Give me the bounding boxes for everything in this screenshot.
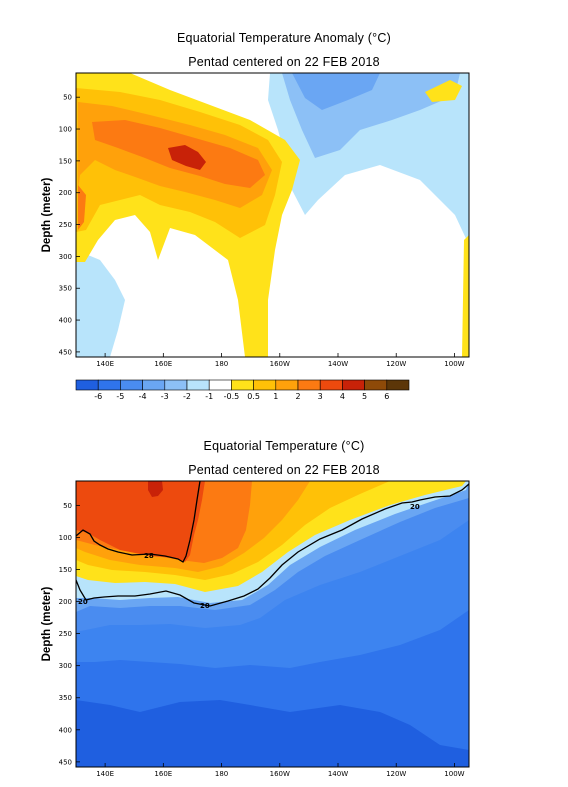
colorbar-label: 5: [362, 392, 367, 401]
anomaly-warm-05-east-2: [425, 80, 462, 102]
temperature-y-tick-label: 50: [63, 502, 72, 510]
anomaly-y-tick-label: 200: [59, 189, 72, 197]
colorbar-label: 1: [273, 392, 278, 401]
anomaly-warm-4: [168, 145, 206, 170]
anomaly-warm-05-east: [462, 235, 469, 357]
colorbar-swatch: [297, 379, 321, 391]
colorbar-label: 6: [384, 392, 389, 401]
temperature-y-tick-label: 400: [59, 726, 72, 734]
colorbar-label: -2: [183, 392, 191, 401]
temperature-x-tick-label: 160W: [270, 770, 290, 778]
contour-label-28: 28: [144, 552, 154, 560]
colorbar-swatch: [386, 379, 410, 391]
chart1-subtitle: Pentad centered on 22 FEB 2018: [188, 55, 380, 69]
anomaly-y-tick-label: 450: [59, 348, 72, 356]
temperature-y-tick-label: 150: [59, 566, 72, 574]
temperature-panel: 50 100 150 200 250 300 350 400 450 140E 160E 180 16…: [41, 480, 470, 778]
temperature-y-tick-label: 300: [59, 662, 72, 670]
anomaly-y-tick-label: 250: [59, 221, 72, 229]
anomaly-x-tick-label: 120W: [386, 360, 406, 368]
colorbar-label: -1: [205, 392, 213, 401]
temperature-y-label: Depth (meter): [41, 586, 53, 661]
temperature-x-tick-label: 160E: [154, 770, 172, 778]
anomaly-x-tick-label: 160W: [270, 360, 290, 368]
colorbar-label: 2: [295, 392, 300, 401]
temperature-x-axis: 140E 160E 180 160W 140W 120W 100W: [96, 763, 465, 778]
colorbar-swatch: [164, 379, 188, 391]
anomaly-x-tick-label: 140W: [328, 360, 348, 368]
anomaly-warm-3-west: [78, 185, 86, 230]
anomaly-y-tick-label: 300: [59, 253, 72, 261]
anomaly-y-tick-label: 150: [59, 157, 72, 165]
colorbar-label: 4: [340, 392, 345, 401]
colorbar-swatch: [120, 379, 143, 391]
temperature-x-tick-label: 140W: [328, 770, 348, 778]
temperature-y-tick-label: 450: [59, 758, 72, 766]
colorbar-swatch: [319, 379, 343, 391]
temperature-y-tick-label: 350: [59, 694, 72, 702]
colorbar-label: -6: [94, 392, 102, 401]
anomaly-y-tick-label: 50: [63, 94, 72, 102]
contour-label-20-west: 20: [78, 598, 88, 606]
colorbar-label: 3: [318, 392, 323, 401]
temperature-plot-frame: [75, 480, 470, 768]
colorbar-swatch: [75, 379, 99, 391]
colorbar-label: -4: [139, 392, 147, 401]
temp-band-11: [148, 481, 163, 497]
contour-label-20-mid: 20: [200, 602, 210, 610]
temperature-y-tick-label: 200: [59, 598, 72, 606]
temperature-x-tick-label: 180: [215, 770, 228, 778]
anomaly-x-tick-label: 180: [215, 360, 228, 368]
chart2-title: Equatorial Temperature (°C): [203, 439, 365, 453]
temperature-y-tick-label: 100: [59, 534, 72, 542]
anomaly-y-tick-label: 350: [59, 285, 72, 293]
anomaly-y-tick-label: 100: [59, 126, 72, 134]
chart2-subtitle: Pentad centered on 22 FEB 2018: [188, 463, 380, 477]
anomaly-y-tick-label: 400: [59, 317, 72, 325]
colorbar-swatch: [97, 379, 121, 391]
anomaly-x-axis: 140E 160E 180 160W 140W 120W 100W: [96, 353, 465, 368]
colorbar-label: -5: [116, 392, 124, 401]
anomaly-y-axis: 50 100 150 200 250 300 350 400 450: [59, 94, 80, 356]
colorbar-swatch: [231, 379, 254, 391]
chart1-title: Equatorial Temperature Anomaly (°C): [177, 31, 391, 45]
colorbar-swatch: [186, 379, 210, 391]
colorbar-label: -3: [161, 392, 169, 401]
colorbar-swatch: [275, 379, 299, 391]
anomaly-y-label: Depth (meter): [41, 177, 53, 252]
contour-label-20-east: 20: [410, 503, 420, 511]
temperature-y-axis: 50 100 150 200 250 300 350 400 450: [59, 502, 80, 766]
contour-20: [76, 483, 469, 607]
anomaly-cool-west: [76, 250, 125, 357]
colorbar-label: -0.5: [224, 392, 240, 401]
temperature-y-tick-label: 250: [59, 630, 72, 638]
colorbar-swatch: [142, 379, 166, 391]
temperature-x-tick-label: 100W: [444, 770, 464, 778]
colorbar-swatch: [364, 379, 388, 391]
anomaly-x-tick-label: 160E: [154, 360, 172, 368]
temp-band-10: [76, 481, 205, 562]
temperature-x-tick-label: 140E: [96, 770, 114, 778]
temperature-field: [76, 481, 469, 767]
colorbar-label: 0.5: [247, 392, 260, 401]
anomaly-cool-region-3: [292, 73, 380, 110]
anomaly-colorbar: -6 -5 -4 -3 -2 -1 -0.5 0.5 1 2 3 4 5 6: [75, 379, 410, 401]
anomaly-plot-frame: [75, 72, 470, 358]
colorbar-swatch: [253, 379, 277, 391]
contour-28: [76, 481, 201, 563]
anomaly-x-tick-label: 140E: [96, 360, 114, 368]
colorbar-swatch: [342, 379, 365, 391]
anomaly-x-tick-label: 100W: [444, 360, 464, 368]
colorbar-swatch: [208, 379, 232, 391]
temperature-x-tick-label: 120W: [386, 770, 406, 778]
anomaly-field: [76, 73, 469, 357]
